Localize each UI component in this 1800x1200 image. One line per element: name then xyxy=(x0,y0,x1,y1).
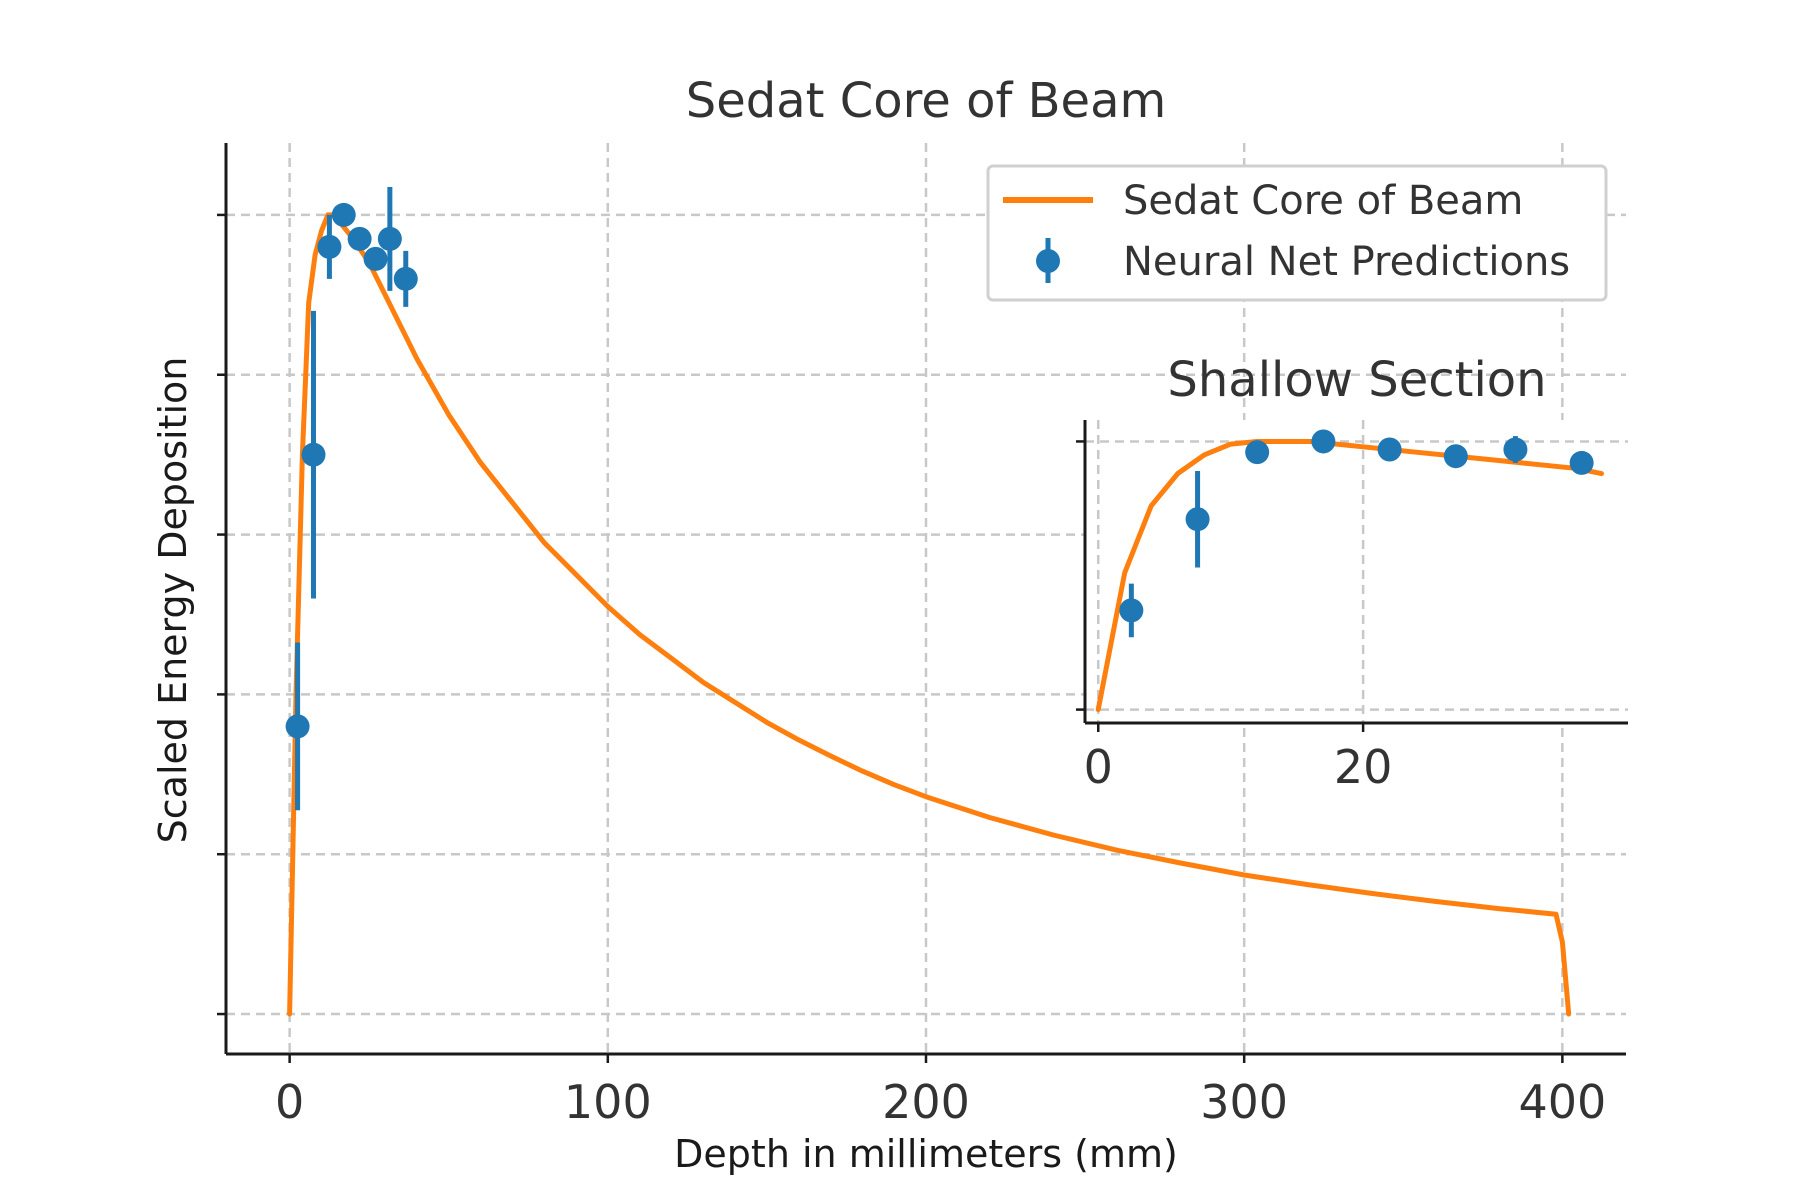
chart-title: Sedat Core of Beam xyxy=(686,73,1166,129)
main-data-point-4 xyxy=(347,226,372,251)
inset-data-point-3 xyxy=(1311,429,1336,454)
inset-data-point-5 xyxy=(1443,444,1468,469)
main-data-point-7 xyxy=(393,266,418,291)
main-x-tick-label-1: 100 xyxy=(564,1075,652,1129)
inset-background xyxy=(1085,420,1628,723)
inset-data-point-6 xyxy=(1503,437,1528,462)
main-data-point-5 xyxy=(363,246,388,271)
main-data-point-6 xyxy=(377,226,402,251)
inset-plot-area xyxy=(1095,429,1604,713)
x-axis-label: Depth in millimeters (mm) xyxy=(674,1132,1178,1176)
main-x-tick-label-3: 300 xyxy=(1200,1075,1288,1129)
legend-label-points: Neural Net Predictions xyxy=(1123,239,1570,285)
legend: Sedat Core of Beam Neural Net Prediction… xyxy=(986,164,1608,302)
main-plot-area xyxy=(285,186,1572,1017)
inset-axes: 0 20 xyxy=(1076,420,1628,794)
main-x-tick-label-0: 0 xyxy=(275,1075,304,1129)
inset-x-tick-label-1: 20 xyxy=(1334,740,1393,794)
main-axes: 0 100 200 300 400 xyxy=(217,143,1626,1129)
inset-gridlines xyxy=(1085,420,1628,723)
inset-data-point-2 xyxy=(1245,440,1270,465)
legend-marker-swatch xyxy=(1036,249,1060,273)
inset-plot-background xyxy=(1085,420,1628,723)
main-x-tick-label-4: 400 xyxy=(1518,1075,1606,1129)
inset-data-point-0 xyxy=(1119,598,1144,623)
main-data-point-2 xyxy=(317,234,342,259)
inset-data-point-7 xyxy=(1569,450,1594,475)
legend-label-curve: Sedat Core of Beam xyxy=(1123,178,1523,224)
main-x-tick-label-2: 200 xyxy=(882,1075,970,1129)
main-data-point-3 xyxy=(331,202,356,227)
main-data-point-1 xyxy=(301,442,326,467)
main-data-point-0 xyxy=(285,714,310,739)
inset-title: Shallow Section xyxy=(1167,352,1546,408)
legend-box xyxy=(986,164,1608,302)
y-axis-label: Scaled Energy Deposition xyxy=(151,357,195,844)
inset-x-tick-label-0: 0 xyxy=(1084,740,1113,794)
inset-data-point-4 xyxy=(1377,437,1402,462)
inset-data-point-1 xyxy=(1185,507,1210,532)
inset-curve-line xyxy=(1095,439,1604,713)
